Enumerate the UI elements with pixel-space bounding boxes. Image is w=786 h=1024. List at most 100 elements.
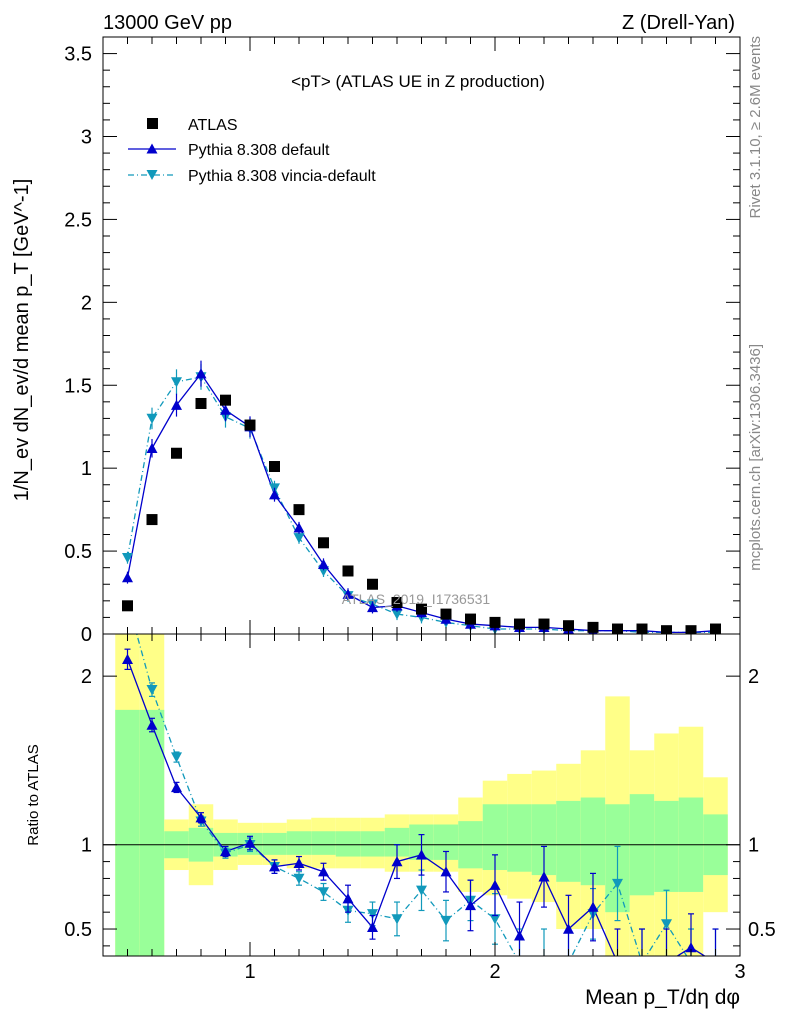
ratio-default-point xyxy=(220,845,231,857)
legend-label-vincia: Pythia 8.308 vincia-default xyxy=(188,168,376,185)
main-y-tick-label: 2 xyxy=(81,292,92,314)
main-y-tick-label: 2.5 xyxy=(64,209,92,231)
ratio-default-point xyxy=(612,957,623,967)
ratio-vincia-point xyxy=(146,684,158,696)
ratio-y-axis-label: Ratio to ATLAS xyxy=(25,744,42,845)
vincia-point xyxy=(122,553,133,564)
band-inner xyxy=(335,831,361,857)
legend-label-default: Pythia 8.308 default xyxy=(188,142,330,159)
ratio-default-point xyxy=(563,923,574,934)
ratio-default-point xyxy=(244,837,256,848)
atlas-point xyxy=(195,397,207,409)
atlas-point xyxy=(440,608,452,620)
x-tick-label: 3 xyxy=(734,961,745,983)
band-inner xyxy=(360,831,385,857)
header-right: Z (Drell-Yan) xyxy=(622,12,735,34)
legend: ATLAS Pythia 8.308 default Pythia 8.308 … xyxy=(128,117,376,185)
legend-marker-atlas xyxy=(147,118,158,129)
ratio-default-point xyxy=(391,856,403,867)
atlas-point xyxy=(293,504,305,516)
atlas-point xyxy=(244,419,256,431)
vincia-point xyxy=(391,609,403,620)
main-y-tick-label: 3.5 xyxy=(64,44,92,66)
ratio-default-point xyxy=(587,901,599,912)
atlas-point xyxy=(171,447,182,459)
band-inner xyxy=(556,800,581,882)
x-axis-label: Mean p_T/dη dφ xyxy=(585,986,740,1009)
ratio-default-point xyxy=(710,957,721,967)
ratio-y-tick-label-right: 1 xyxy=(748,835,759,857)
ratio-vincia-point xyxy=(391,914,403,925)
atlas-point xyxy=(465,613,476,625)
default-point xyxy=(122,572,133,583)
ratio-default-point xyxy=(661,957,672,967)
atlas-point xyxy=(391,596,403,608)
atlas-point xyxy=(269,461,280,473)
ratio-vincia-point xyxy=(514,958,525,968)
ratio-default-point xyxy=(146,719,158,730)
default-point xyxy=(367,601,378,613)
ratio-vincia-point xyxy=(612,878,623,890)
default-point xyxy=(195,368,207,379)
ratio-default-point xyxy=(514,930,525,941)
ratio-vincia-point xyxy=(563,958,574,968)
ratio-y-tick-label: 0.5 xyxy=(64,919,92,941)
ratio-default-point xyxy=(318,866,329,877)
ratio-default-point xyxy=(367,921,378,933)
ratio-default-point xyxy=(637,957,648,967)
ratio-vincia-point xyxy=(416,885,427,896)
ratio-default-point xyxy=(195,812,207,823)
ratio-default-point xyxy=(685,942,697,953)
ratio-uncertainty-bands xyxy=(103,634,740,956)
rivet-label: Rivet 3.1.10, ≥ 2.6M events xyxy=(747,36,764,219)
main-y-tick-label: 1 xyxy=(81,458,92,480)
ratio-vincia-point xyxy=(367,909,378,920)
vincia-point xyxy=(293,533,305,544)
band-inner xyxy=(139,709,165,956)
band-inner xyxy=(115,709,140,956)
band-inner xyxy=(286,831,312,855)
ratio-default-point xyxy=(489,879,501,890)
band-inner xyxy=(262,832,287,855)
x-tick-label: 1 xyxy=(244,961,255,983)
band-inner xyxy=(654,800,679,892)
default-point xyxy=(293,522,305,533)
default-point xyxy=(220,404,231,415)
mcplots-label: mcplots.cern.ch [arXiv:1306.3436] xyxy=(747,344,764,571)
ratio-vincia-point xyxy=(686,958,697,968)
atlas-point xyxy=(220,394,231,406)
atlas-point xyxy=(318,537,329,549)
ratio-default-point xyxy=(122,653,133,664)
atlas-point xyxy=(538,618,550,630)
ratio-default-point xyxy=(440,866,452,877)
ratio-default-point xyxy=(293,857,305,868)
band-inner xyxy=(580,797,606,886)
atlas-point xyxy=(563,620,574,632)
main-y-tick-label: 0.5 xyxy=(64,541,92,563)
header-left: 13000 GeV pp xyxy=(103,12,232,34)
main-y-tick-label: 3 xyxy=(81,127,92,149)
main-y-tick-label: 0 xyxy=(81,624,92,646)
default-point xyxy=(171,399,182,410)
ratio-default-point xyxy=(171,781,182,793)
ratio-vincia-point xyxy=(489,914,501,925)
ratio-vincia-point xyxy=(318,887,329,898)
ratio-vincia-point xyxy=(293,873,305,884)
ratio-vincia-point xyxy=(637,958,648,968)
atlas-point xyxy=(514,618,525,630)
legend-label-atlas: ATLAS xyxy=(188,117,238,134)
atlas-point xyxy=(342,565,354,577)
main-y-axis-label: 1/N_ev dN_ev/d mean p_T [GeV^-1] xyxy=(11,179,33,502)
ratio-vincia-point xyxy=(661,919,672,930)
main-y-tick-label: 1.5 xyxy=(64,375,92,397)
atlas-point xyxy=(367,578,378,590)
ratio-vincia-point xyxy=(710,958,721,968)
default-point xyxy=(146,442,158,453)
ratio-default-point xyxy=(538,871,550,882)
band-inner xyxy=(507,804,532,872)
ratio-plot-series xyxy=(122,634,721,968)
legend-marker-default xyxy=(146,143,158,154)
atlas-point xyxy=(122,600,133,612)
x-tick-label: 2 xyxy=(489,961,500,983)
